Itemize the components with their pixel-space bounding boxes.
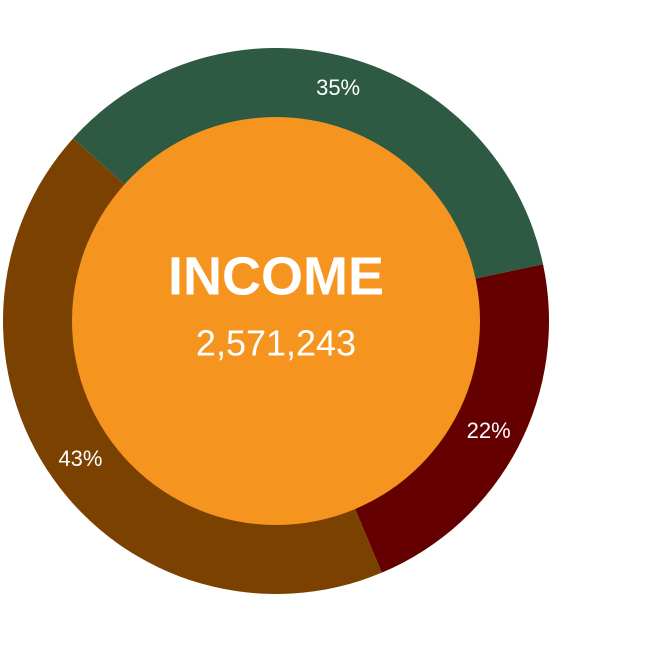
center-disc	[72, 117, 480, 525]
value-label: 22%	[467, 418, 511, 443]
center-total: 2,571,243	[196, 323, 356, 364]
value-label: 35%	[316, 75, 360, 100]
value-label: 43%	[58, 446, 102, 471]
center-title: INCOME	[168, 246, 384, 306]
